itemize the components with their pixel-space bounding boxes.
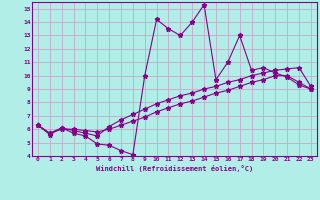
X-axis label: Windchill (Refroidissement éolien,°C): Windchill (Refroidissement éolien,°C): [96, 165, 253, 172]
